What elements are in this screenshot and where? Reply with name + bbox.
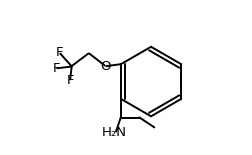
Text: F: F	[52, 62, 60, 75]
Text: O: O	[100, 60, 111, 73]
Text: F: F	[56, 46, 63, 59]
Text: F: F	[66, 74, 74, 87]
Text: H₂N: H₂N	[102, 126, 127, 139]
